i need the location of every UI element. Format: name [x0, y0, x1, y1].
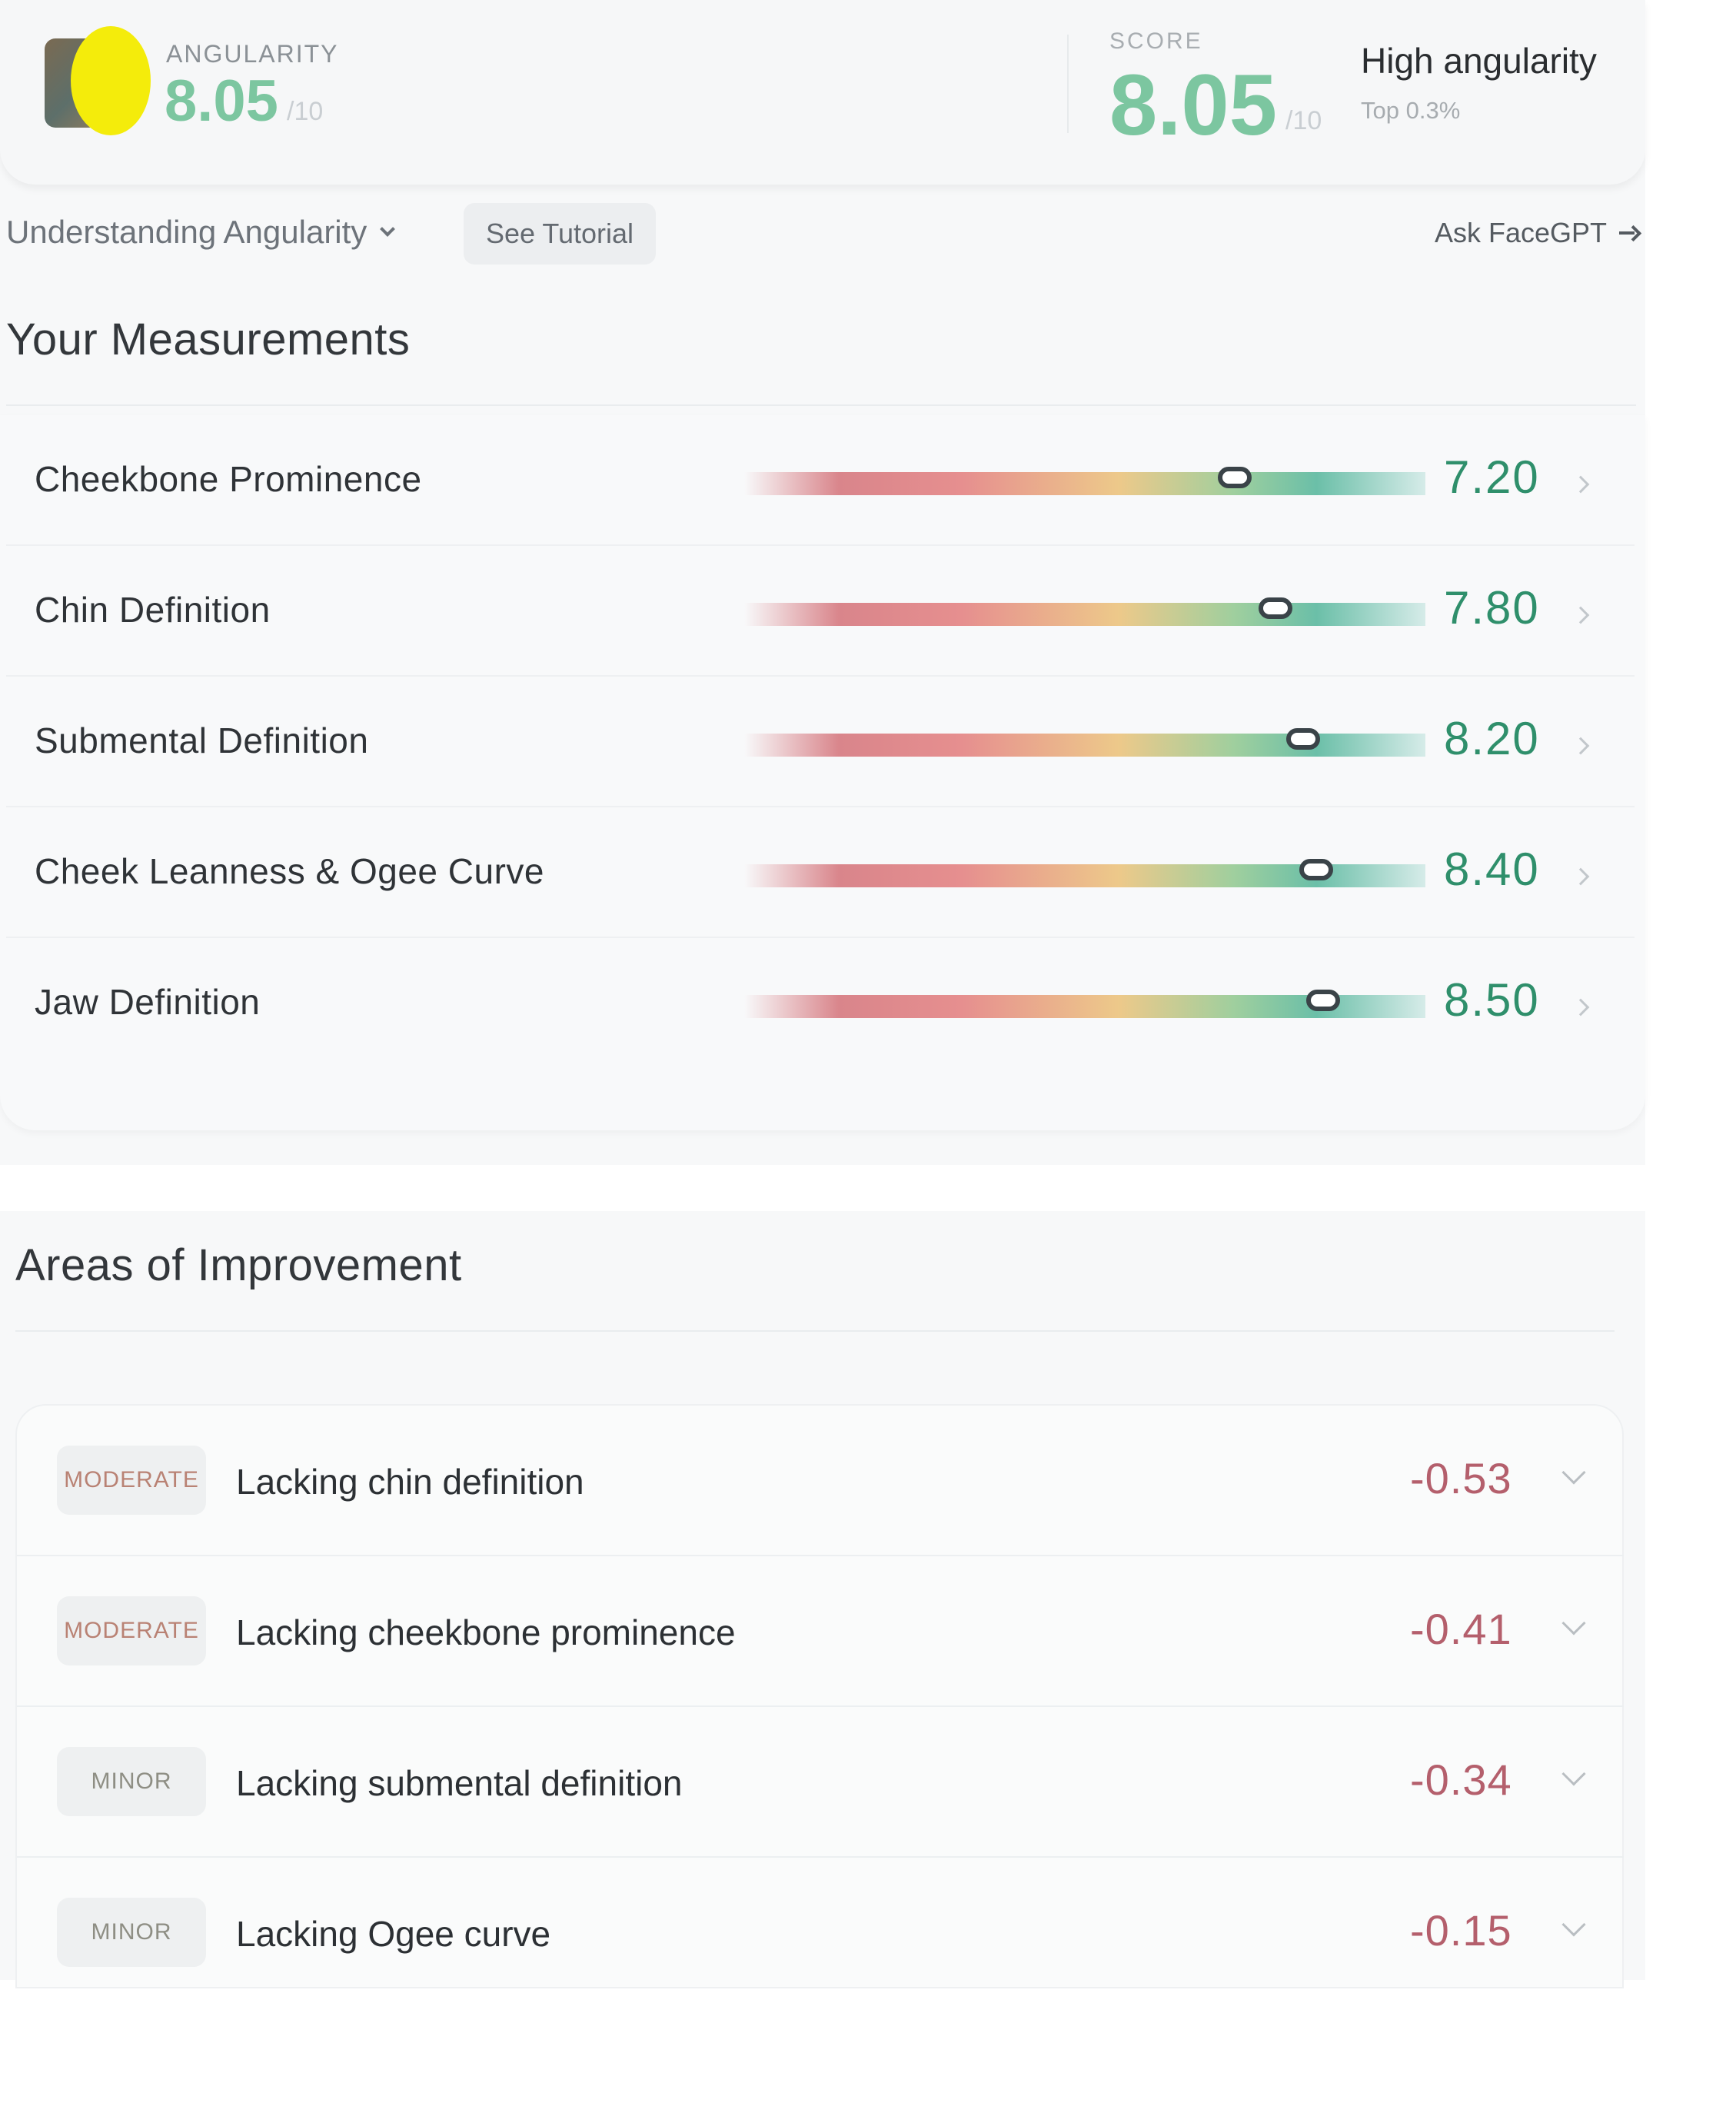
chevron-right-icon — [1571, 737, 1590, 755]
chevron-down-icon[interactable] — [1561, 1611, 1586, 1635]
measurement-label: Cheekbone Prominence — [35, 459, 422, 499]
measurement-bar — [744, 859, 1425, 887]
improvement-label: Lacking Ogee curve — [236, 1914, 551, 1954]
measurement-value: 7.80 — [1444, 582, 1540, 634]
severity-badge: MODERATE — [57, 1446, 206, 1515]
metric-value: 8.05 — [165, 68, 278, 134]
measurement-value: 7.20 — [1444, 451, 1540, 503]
improvement-delta: -0.41 — [1410, 1605, 1512, 1653]
measurement-row[interactable]: Cheek Leanness & Ogee Curve 8.40 — [6, 807, 1635, 938]
chevron-right-icon — [1571, 475, 1590, 494]
understanding-label: Understanding Angularity — [6, 214, 367, 250]
measurement-bar — [744, 990, 1425, 1018]
measurement-row[interactable]: Cheekbone Prominence 7.20 — [6, 415, 1635, 546]
score-header: ANGULARITY 8.05 /10 SCORE 8.05 /10 High … — [0, 0, 1645, 185]
bar-thumb — [1306, 990, 1341, 1011]
improvement-label: Lacking cheekbone prominence — [236, 1612, 736, 1652]
score-value: 8.05 — [1109, 57, 1277, 153]
bar-thumb — [1217, 467, 1252, 488]
improvement-row[interactable]: MINOR Lacking Ogee curve -0.15 — [17, 1858, 1624, 2008]
bar-thumb — [1299, 859, 1334, 880]
header-divider — [1067, 35, 1069, 133]
see-tutorial-button[interactable]: See Tutorial — [464, 203, 656, 265]
chevron-right-icon — [1571, 867, 1590, 886]
bar-thumb — [1259, 597, 1293, 619]
measurements-divider — [6, 404, 1636, 406]
improvement-delta: -0.15 — [1410, 1906, 1512, 1955]
rank-text: Top 0.3% — [1361, 97, 1461, 124]
improvement-row[interactable]: MODERATE Lacking chin definition -0.53 — [17, 1406, 1624, 1556]
measurement-row[interactable]: Jaw Definition 8.50 — [6, 938, 1635, 1069]
measurement-row[interactable]: Chin Definition 7.80 — [6, 546, 1635, 677]
improvement-row[interactable]: MODERATE Lacking cheekbone prominence -0… — [17, 1556, 1624, 1707]
improvement-delta: -0.53 — [1410, 1454, 1512, 1502]
chevron-down-icon — [380, 221, 396, 237]
improvement-row[interactable]: MINOR Lacking submental definition -0.34 — [17, 1707, 1624, 1858]
understanding-dropdown[interactable]: Understanding Angularity — [6, 214, 396, 251]
measurements-card: Cheekbone Prominence 7.20 Chin Definitio… — [0, 415, 1645, 1130]
measurement-value: 8.20 — [1444, 713, 1540, 764]
metric-denominator: /10 — [287, 97, 324, 126]
chevron-right-icon — [1571, 998, 1590, 1017]
measurement-bar — [744, 467, 1425, 495]
improvement-divider — [15, 1330, 1615, 1332]
score-label: SCORE — [1109, 28, 1203, 54]
measurement-bar — [744, 597, 1425, 626]
score-denominator: /10 — [1285, 106, 1322, 135]
bar-thumb — [1285, 728, 1320, 750]
app-content: ANGULARITY 8.05 /10 SCORE 8.05 /10 High … — [0, 0, 1645, 1980]
severity-badge: MODERATE — [57, 1596, 206, 1665]
measurements-title: Your Measurements — [6, 314, 411, 364]
severity-badge: MINOR — [57, 1747, 206, 1816]
ask-facegpt-link[interactable]: Ask FaceGPT — [1435, 217, 1641, 249]
ask-facegpt-label: Ask FaceGPT — [1435, 217, 1608, 248]
metric-label: ANGULARITY — [166, 40, 339, 68]
measurement-bar — [744, 728, 1425, 757]
chevron-down-icon[interactable] — [1561, 1460, 1586, 1485]
chevron-right-icon — [1571, 606, 1590, 624]
improvement-label: Lacking chin definition — [236, 1462, 584, 1502]
measurement-label: Chin Definition — [35, 590, 271, 630]
arrow-right-icon — [1619, 225, 1641, 241]
improvement-card: MODERATE Lacking chin definition -0.53 M… — [15, 1404, 1624, 1988]
improvement-delta: -0.34 — [1410, 1755, 1512, 1804]
improvement-label: Lacking submental definition — [236, 1763, 683, 1803]
measurement-value: 8.40 — [1444, 844, 1540, 895]
chevron-down-icon[interactable] — [1561, 1912, 1586, 1937]
improvement-title: Areas of Improvement — [15, 1240, 462, 1290]
measurement-label: Jaw Definition — [35, 982, 261, 1022]
highlight-blob — [71, 26, 151, 135]
severity-badge: MINOR — [57, 1898, 206, 1967]
improvement-section-top — [0, 1165, 1645, 1211]
measurement-row[interactable]: Submental Definition 8.20 — [6, 677, 1635, 807]
measurement-label: Cheek Leanness & Ogee Curve — [35, 851, 545, 891]
measurement-value: 8.50 — [1444, 974, 1540, 1026]
measurement-label: Submental Definition — [35, 720, 369, 760]
verdict-text: High angularity — [1361, 41, 1597, 81]
chevron-down-icon[interactable] — [1561, 1762, 1586, 1786]
